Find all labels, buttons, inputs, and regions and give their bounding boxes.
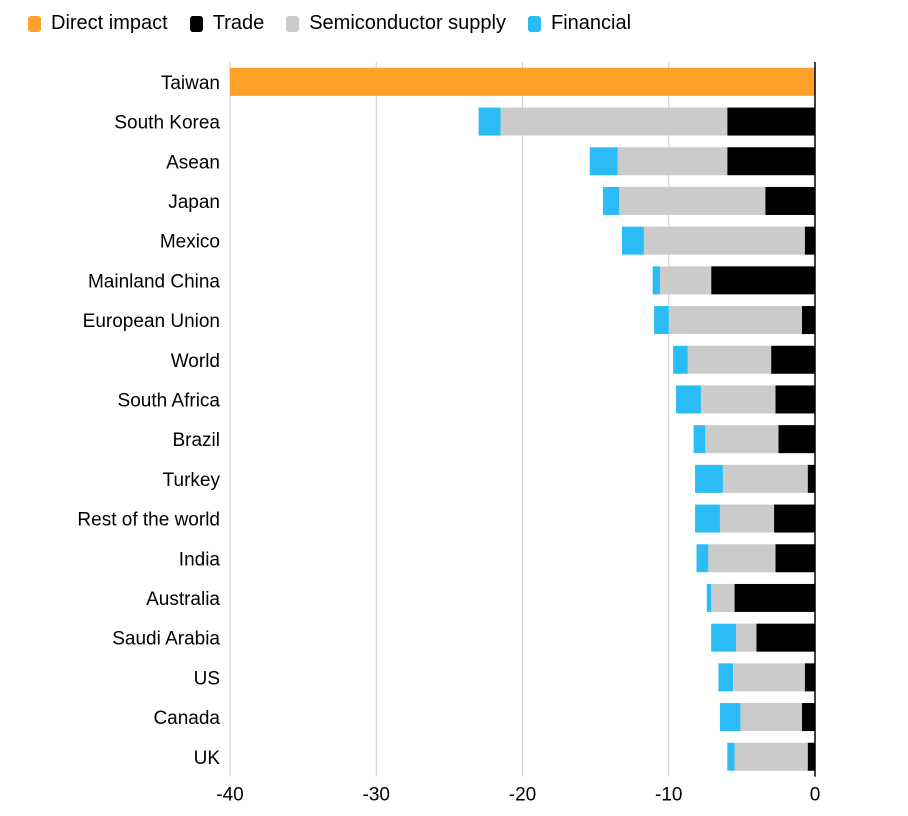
bar-segment-semiconductor-supply — [617, 147, 728, 176]
bar-segment-financial — [718, 663, 734, 692]
bar-segment-financial — [693, 425, 706, 454]
legend-label: Financial — [551, 12, 632, 34]
bar-segment-semiconductor-supply — [619, 186, 766, 215]
bar-segment-semiconductor-supply — [734, 742, 808, 771]
bar-segment-semiconductor-supply — [740, 703, 802, 732]
category-label: Australia — [146, 589, 220, 610]
bar-segment-semiconductor-supply — [659, 266, 712, 295]
bar-segment-trade — [775, 544, 815, 573]
bar-segment-trade — [727, 107, 815, 136]
category-label: US — [194, 668, 220, 689]
category-label: Mexico — [160, 232, 220, 253]
legend-swatch — [189, 15, 203, 32]
bar-segment-semiconductor-supply — [705, 425, 779, 454]
category-label: South Korea — [114, 113, 220, 134]
bar-segment-financial — [711, 623, 737, 652]
bar-segment-trade — [756, 623, 815, 652]
bar-segment-financial — [719, 703, 741, 732]
bar-segment-semiconductor-supply — [687, 345, 772, 374]
legend-item: Semiconductor supply — [286, 12, 506, 35]
category-label: Rest of the world — [77, 510, 220, 531]
bar-segment-trade — [774, 504, 815, 533]
legend-item: Direct impact — [28, 12, 168, 35]
category-label: European Union — [83, 311, 220, 332]
x-tick-label: -10 — [655, 785, 682, 806]
bar-segment-financial — [695, 504, 720, 533]
bar-segment-semiconductor-supply — [733, 663, 805, 692]
bar-segment-financial — [602, 186, 620, 215]
bar-segment-financial — [727, 742, 735, 771]
bar-segment-trade — [711, 266, 815, 295]
bar-segment-semiconductor-supply — [500, 107, 728, 136]
bar-segment-trade — [734, 583, 815, 612]
bar-segment-financial — [654, 306, 669, 335]
bar-segment-trade — [807, 464, 815, 493]
category-label: South Africa — [118, 390, 221, 411]
category-label: Canada — [153, 708, 220, 729]
x-tick-label: -40 — [216, 785, 243, 806]
bar-segment-financial — [621, 226, 644, 255]
legend-label: Trade — [212, 12, 265, 34]
bar-segment-trade — [804, 226, 815, 255]
bar-segment-financial — [478, 107, 501, 136]
bar-segment-financial — [673, 345, 688, 374]
bar-segment-trade — [804, 663, 815, 692]
legend-swatch — [286, 15, 300, 32]
legend-swatch — [528, 15, 541, 32]
bar-segment-financial — [706, 583, 712, 612]
legend-swatch — [28, 15, 41, 32]
bar-segment-financial — [676, 385, 701, 414]
x-tick-label: -20 — [509, 785, 536, 806]
category-label: Saudi Arabia — [112, 629, 220, 650]
bar-segment-semiconductor-supply — [722, 464, 808, 493]
bar-segment-semiconductor-supply — [711, 583, 735, 612]
bar-segment-trade — [807, 742, 815, 771]
x-tick-label: -30 — [363, 785, 390, 806]
bar-segment-trade — [765, 186, 815, 215]
bar-segment-financial — [695, 464, 723, 493]
bar-segment-semiconductor-supply — [668, 306, 802, 335]
category-label: UK — [194, 748, 221, 769]
x-tick-label: 0 — [810, 785, 821, 806]
bar-segment-financial — [589, 147, 618, 176]
legend-item: Trade — [189, 12, 265, 35]
category-label: World — [171, 351, 220, 372]
legend-label: Semiconductor supply — [309, 12, 506, 34]
category-label: Japan — [168, 192, 220, 213]
bar-segment-financial — [652, 266, 660, 295]
bar-segment-semiconductor-supply — [700, 385, 776, 414]
category-label: Mainland China — [88, 271, 220, 292]
bar-segment-trade — [727, 147, 815, 176]
category-label: Taiwan — [161, 73, 220, 94]
bar-segment-semiconductor-supply — [719, 504, 775, 533]
category-label: Turkey — [163, 470, 221, 491]
category-label: Asean — [166, 152, 220, 173]
bar-segment-trade — [801, 306, 815, 335]
bar-segment-trade — [771, 345, 815, 374]
bar-segment-trade — [778, 425, 815, 454]
bar-segment-direct-impact — [230, 67, 815, 96]
bar-segment-semiconductor-supply — [643, 226, 805, 255]
legend-item: Financial — [528, 12, 631, 35]
legend: Direct impact Trade Semiconductor supply Fi… — [28, 12, 631, 35]
category-label: Brazil — [172, 430, 220, 451]
legend-label: Direct impact — [51, 12, 168, 34]
category-label: India — [179, 549, 221, 570]
bar-segment-semiconductor-supply — [736, 623, 757, 652]
bar-segment-financial — [696, 544, 709, 573]
bar-segment-semiconductor-supply — [708, 544, 776, 573]
bar-segment-trade — [801, 703, 815, 732]
bar-segment-trade — [775, 385, 815, 414]
